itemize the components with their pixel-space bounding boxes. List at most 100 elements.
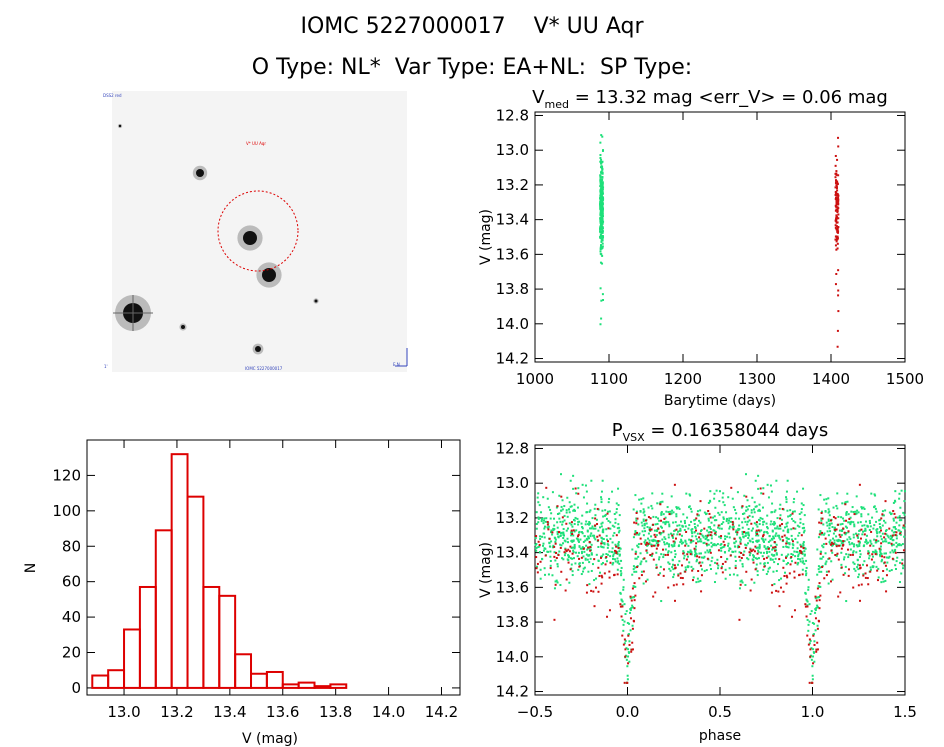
phased-point (683, 519, 686, 522)
phased-point (738, 517, 741, 520)
phased-point (799, 543, 802, 546)
phased-point (592, 534, 595, 537)
phased-point (816, 627, 819, 630)
phased-point (662, 553, 665, 556)
phased-point (747, 537, 750, 540)
phased-point (635, 510, 638, 513)
phased-point (705, 536, 708, 539)
phased-point (777, 534, 780, 537)
phased-point (686, 553, 689, 556)
phased-point (791, 553, 794, 556)
phased-point (590, 569, 593, 572)
phased-point (644, 542, 647, 545)
lightcurve-point (836, 206, 839, 209)
phased-point (652, 515, 655, 518)
phased-point (564, 589, 567, 592)
phased-point (824, 562, 827, 565)
phased-point (694, 549, 697, 552)
phased-point (899, 561, 902, 564)
phased-point (554, 559, 557, 562)
phased-point (589, 545, 592, 548)
phased-point (660, 519, 663, 522)
lightcurve-point (600, 216, 603, 219)
phased-point (637, 523, 640, 526)
phased-point (626, 681, 629, 684)
phased-point (689, 553, 692, 556)
phased-point (818, 533, 821, 536)
phased-point (719, 547, 722, 550)
phased-point (806, 634, 809, 637)
phased-point (558, 512, 561, 515)
phased-point (742, 531, 745, 534)
phased-point (626, 678, 629, 681)
phased-point (744, 546, 747, 549)
phased-point (809, 655, 812, 658)
phased-point (616, 557, 619, 560)
phased-point (845, 600, 848, 603)
x-tick-label: 13.0 (107, 703, 140, 721)
phased-point (714, 530, 717, 533)
phased-point (676, 524, 679, 527)
phased-point (836, 539, 839, 542)
phased-point (706, 549, 709, 552)
phased-point (895, 521, 898, 524)
phased-point (634, 531, 637, 534)
phased-point (884, 521, 887, 524)
phased-point (760, 537, 763, 540)
phased-point (719, 537, 722, 540)
phased-point (692, 576, 695, 579)
phased-point (823, 577, 826, 580)
phased-point (571, 570, 574, 573)
phased-point (619, 547, 622, 550)
lightcurve-point (834, 226, 837, 229)
phased-point (796, 551, 799, 554)
phased-point (642, 511, 645, 514)
phased-point (736, 574, 739, 577)
phased-point (842, 517, 845, 520)
phased-point (726, 535, 729, 538)
phased-point (875, 553, 878, 556)
phased-point (885, 568, 888, 571)
phased-point (774, 545, 777, 548)
phased-point (779, 538, 782, 541)
phased-point (596, 507, 599, 510)
phased-point (791, 546, 794, 549)
phased-point (748, 551, 751, 554)
phased-point (725, 511, 728, 514)
lightcurve-point (601, 171, 604, 174)
histogram-bar (250, 672, 268, 689)
phased-point (779, 503, 782, 506)
lightcurve-point (600, 226, 603, 229)
x-tick-label: 13.6 (266, 703, 299, 721)
phased-point (763, 520, 766, 523)
phased-point (609, 555, 612, 558)
phased-point (658, 519, 661, 522)
phased-point (626, 674, 629, 677)
phased-point (831, 551, 834, 554)
phased-point (881, 510, 884, 513)
phased-point (601, 521, 604, 524)
phased-point (848, 536, 851, 539)
phased-point (544, 520, 547, 523)
phased-point (580, 547, 583, 550)
phased-point (731, 523, 734, 526)
phased-point (642, 582, 645, 585)
phased-point (837, 558, 840, 561)
phased-point (749, 548, 752, 551)
phased-point (583, 566, 586, 569)
phased-point (805, 615, 808, 618)
phased-point (538, 543, 541, 546)
phased-point (791, 512, 794, 515)
phased-point (894, 551, 897, 554)
phased-point (603, 572, 606, 575)
lightcurve-point (599, 183, 602, 186)
phased-point (828, 514, 831, 517)
phased-point (871, 555, 874, 558)
phased-point (588, 561, 591, 564)
histogram-axes: 13.0 13.2 13.4 13.6 13.8 14.0 14.2020406080100… (52, 440, 460, 721)
histogram-bar (138, 585, 157, 689)
phased-point (750, 511, 753, 514)
phased-point (879, 518, 882, 521)
phased-point (616, 551, 619, 554)
phased-point (837, 595, 840, 598)
